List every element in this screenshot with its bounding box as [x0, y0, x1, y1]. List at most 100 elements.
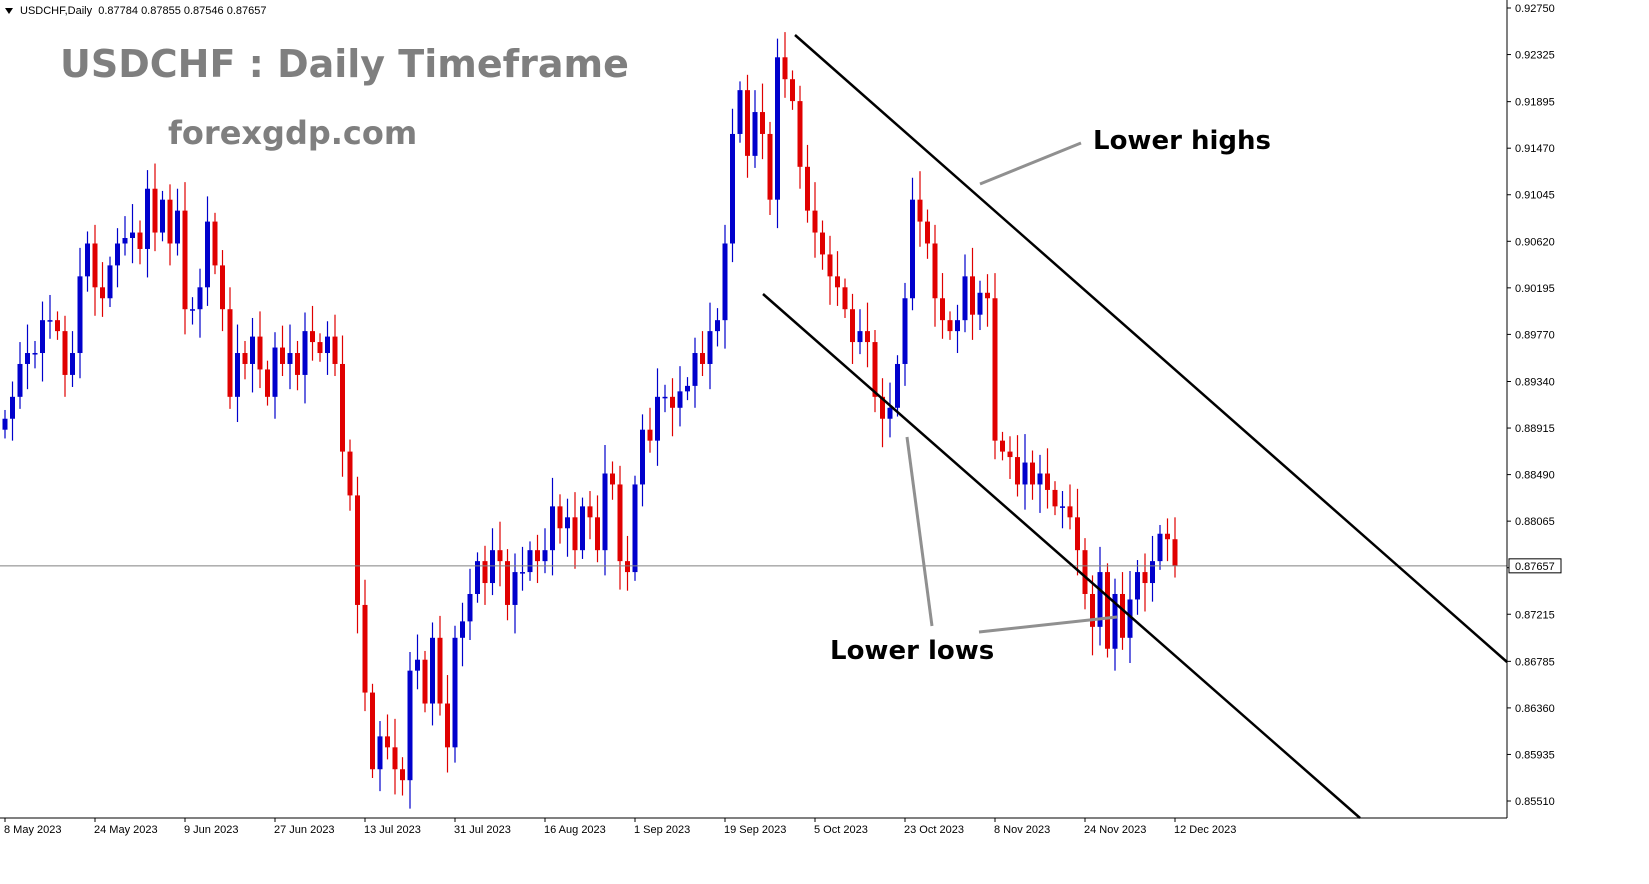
- candle: [782, 32, 788, 98]
- y-tick-label: 0.91045: [1515, 190, 1555, 202]
- candle: [17, 342, 23, 409]
- candle-body: [925, 221, 930, 244]
- lower-lows-annotation: Lower lows: [830, 636, 995, 666]
- candle: [1030, 450, 1035, 500]
- candle: [827, 235, 833, 305]
- candle-body: [212, 221, 218, 266]
- candle-body: [152, 188, 158, 233]
- candle: [850, 293, 855, 364]
- candle: [677, 366, 683, 427]
- candle: [992, 273, 998, 460]
- candle-body: [400, 769, 405, 781]
- candle: [70, 331, 75, 387]
- candle: [152, 163, 158, 252]
- candle-body: [1090, 593, 1095, 627]
- candle-body: [977, 292, 983, 315]
- candle: [332, 314, 338, 377]
- website-watermark: forexgdp.com: [168, 114, 418, 152]
- candle-body: [137, 232, 143, 249]
- candle-body: [10, 396, 15, 419]
- chart-title-overlay: USDCHF : Daily Timeframe: [60, 42, 629, 86]
- x-tick-label: 8 May 2023: [4, 824, 61, 836]
- candle-body: [92, 243, 98, 288]
- candle: [1060, 491, 1065, 529]
- candle-body: [850, 309, 855, 343]
- candle: [685, 377, 690, 401]
- candle-body: [85, 243, 90, 277]
- candle: [257, 311, 263, 389]
- y-tick-label: 0.90620: [1515, 236, 1555, 248]
- candle-body: [205, 221, 210, 288]
- candle: [392, 718, 398, 795]
- candle: [745, 74, 750, 178]
- candle-body: [677, 391, 683, 408]
- candle: [10, 381, 15, 441]
- candle: [970, 247, 975, 340]
- candle-body: [565, 517, 570, 529]
- candle: [835, 251, 840, 306]
- candle-body: [175, 210, 180, 244]
- lower-highs-annotation: Lower highs: [1093, 126, 1271, 156]
- candle: [55, 311, 60, 340]
- candle-body: [242, 353, 248, 364]
- candle-body: [227, 309, 233, 397]
- candle: [625, 535, 630, 591]
- candle-body: [512, 572, 518, 605]
- candle: [295, 340, 300, 391]
- candle-body: [992, 298, 998, 441]
- candle: [1090, 575, 1095, 656]
- current-price-tag-label: 0.87657: [1515, 561, 1555, 573]
- candle-body: [760, 112, 765, 134]
- candle-body: [1112, 593, 1118, 649]
- candle-body: [340, 363, 345, 452]
- candle-body: [587, 506, 593, 518]
- candle-body: [1165, 533, 1170, 540]
- candle: [1135, 560, 1140, 615]
- candle: [820, 220, 825, 270]
- candle: [880, 378, 885, 448]
- candle-body: [827, 254, 833, 277]
- candle: [160, 190, 165, 242]
- candle: [527, 541, 533, 581]
- candle-body: [550, 506, 555, 551]
- candle-body: [955, 320, 960, 332]
- candle: [902, 282, 908, 386]
- candle: [587, 491, 593, 540]
- candle: [640, 414, 645, 507]
- candle-body: [572, 517, 578, 551]
- candle-body: [1045, 473, 1050, 490]
- candle-body: [280, 347, 285, 364]
- candle: [122, 216, 128, 256]
- candle: [962, 254, 968, 333]
- y-tick-label: 0.91895: [1515, 97, 1555, 109]
- x-tick-label: 27 Jun 2023: [274, 824, 335, 836]
- candle-body: [32, 353, 38, 355]
- x-tick-label: 12 Dec 2023: [1174, 824, 1236, 836]
- candle-body: [647, 429, 653, 441]
- x-tick-label: 8 Nov 2023: [994, 824, 1050, 836]
- candle: [1097, 546, 1103, 646]
- y-tick-label: 0.88915: [1515, 423, 1555, 435]
- candle-body: [1142, 572, 1148, 584]
- candle-body: [430, 637, 435, 704]
- candle-body: [722, 243, 728, 321]
- candle: [415, 634, 420, 690]
- candle: [947, 311, 953, 340]
- candle: [212, 212, 218, 275]
- candle: [205, 196, 210, 306]
- candle-body: [842, 287, 848, 310]
- candle-body: [617, 484, 623, 562]
- candle: [647, 407, 653, 453]
- candle-body: [437, 637, 443, 704]
- candle-body: [910, 199, 915, 299]
- candle: [797, 85, 803, 189]
- y-tick-label: 0.89340: [1515, 376, 1555, 388]
- symbol-menu-icon[interactable]: [5, 8, 13, 14]
- candle: [77, 247, 83, 379]
- candle: [1000, 431, 1005, 461]
- candle-body: [160, 199, 165, 233]
- candle-body: [940, 298, 945, 321]
- candle: [775, 38, 780, 229]
- y-tick-label: 0.85510: [1515, 796, 1555, 808]
- candle: [400, 757, 405, 796]
